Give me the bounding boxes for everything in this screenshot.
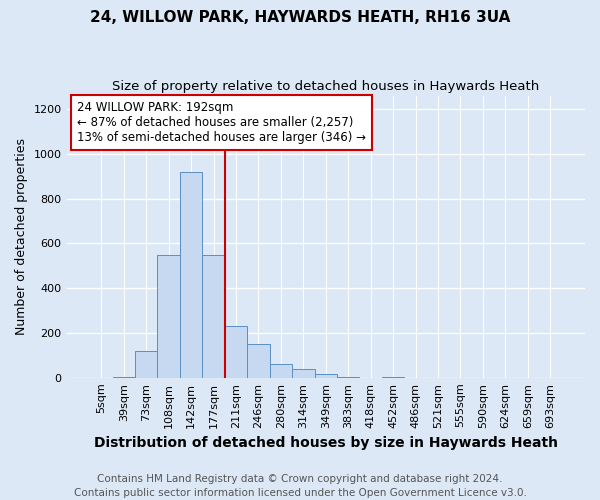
Bar: [157, 254, 180, 378]
Bar: [337, 376, 359, 378]
Bar: [269, 364, 292, 378]
Bar: [382, 376, 404, 378]
Bar: [135, 351, 157, 378]
Bar: [247, 344, 269, 378]
Bar: [202, 254, 225, 378]
Bar: [292, 369, 314, 378]
Y-axis label: Number of detached properties: Number of detached properties: [15, 138, 28, 335]
Bar: [113, 376, 135, 378]
X-axis label: Distribution of detached houses by size in Haywards Heath: Distribution of detached houses by size …: [94, 436, 558, 450]
Bar: [225, 326, 247, 378]
Text: Contains HM Land Registry data © Crown copyright and database right 2024.
Contai: Contains HM Land Registry data © Crown c…: [74, 474, 526, 498]
Bar: [314, 374, 337, 378]
Title: Size of property relative to detached houses in Haywards Heath: Size of property relative to detached ho…: [112, 80, 539, 93]
Bar: [180, 172, 202, 378]
Text: 24 WILLOW PARK: 192sqm
← 87% of detached houses are smaller (2,257)
13% of semi-: 24 WILLOW PARK: 192sqm ← 87% of detached…: [77, 101, 366, 144]
Text: 24, WILLOW PARK, HAYWARDS HEATH, RH16 3UA: 24, WILLOW PARK, HAYWARDS HEATH, RH16 3U…: [90, 10, 510, 25]
